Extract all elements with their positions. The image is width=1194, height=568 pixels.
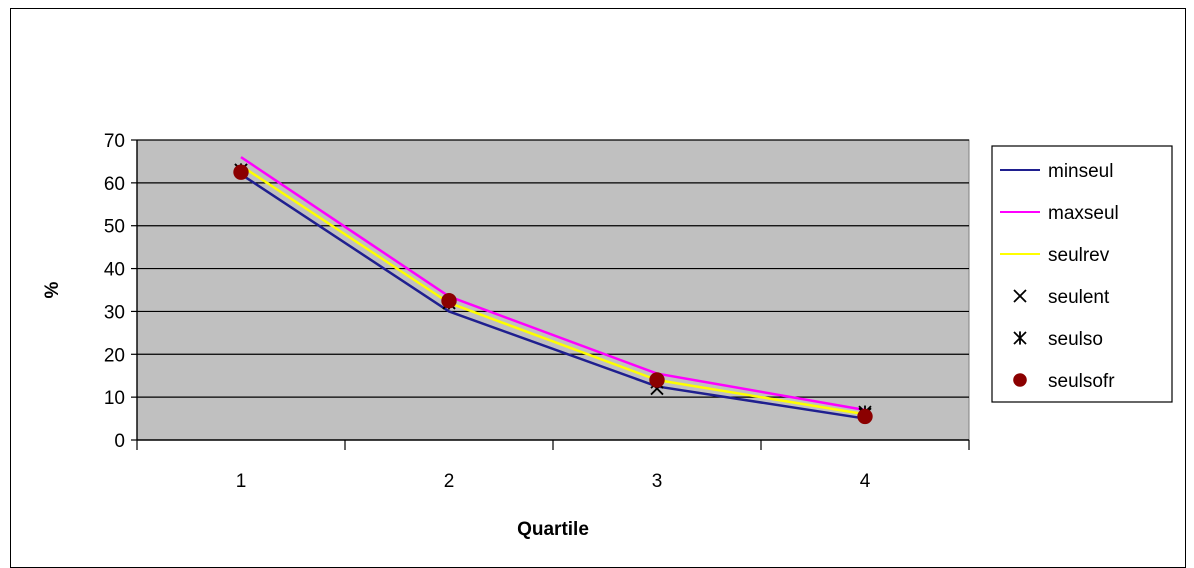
- legend-swatch-seulent-stroke: [1013, 289, 1027, 303]
- plot-area: [136, 139, 970, 441]
- legend-label-minseul: minseul: [1048, 161, 1113, 182]
- legend-swatch-seulent: [1013, 289, 1027, 303]
- legend-label-seulsofr: seulsofr: [1048, 371, 1115, 392]
- series-group: [233, 156, 873, 425]
- y-tick-label: 0: [114, 431, 125, 452]
- x-axis-title: Quartile: [517, 519, 589, 540]
- y-tick-label: 10: [104, 388, 125, 409]
- legend-label-maxseul: maxseul: [1048, 203, 1119, 224]
- legend: minseul maxseul seulrev seulent seulso seulso…: [991, 145, 1173, 403]
- y-axis-title: %: [42, 281, 63, 298]
- y-tick-label: 40: [104, 260, 125, 281]
- x-tick-label: 3: [652, 471, 663, 492]
- legend-label-seulrev: seulrev: [1048, 245, 1110, 266]
- legend-swatch-seulsofr: [1013, 373, 1027, 387]
- series-line-minseul: [240, 173, 866, 420]
- point-seulsofr: [441, 293, 457, 309]
- legend-label-seulso: seulso: [1048, 329, 1103, 350]
- y-tick-label: 20: [104, 345, 125, 366]
- y-tick-label: 50: [104, 217, 125, 238]
- legend-swatch-seulso: [1013, 331, 1027, 345]
- series-line-maxseul: [240, 156, 866, 412]
- x-tick-label: 4: [860, 471, 871, 492]
- x-tick-label: 1: [236, 471, 247, 492]
- point-seulsofr: [857, 408, 873, 425]
- tick-labels: 0 10 20 30 40 50 60 70 1 2 3 4: [104, 131, 871, 492]
- x-tick-label: 2: [444, 471, 455, 492]
- y-tick-label: 70: [104, 131, 125, 152]
- y-tick-label: 30: [104, 302, 125, 323]
- point-seulsofr: [233, 164, 249, 180]
- series-line-seulrev: [240, 164, 866, 416]
- axes: [131, 139, 970, 450]
- point-seulsofr: [649, 372, 665, 388]
- gridlines: [137, 139, 969, 398]
- y-tick-label: 60: [104, 174, 125, 195]
- legend-box: [991, 145, 1173, 403]
- legend-label-seulent: seulent: [1048, 287, 1110, 308]
